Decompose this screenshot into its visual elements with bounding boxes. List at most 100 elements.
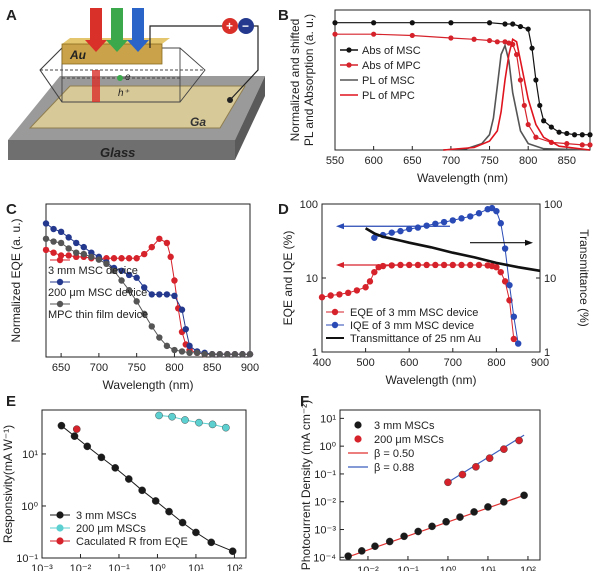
x-tick-label-d: 800: [487, 357, 505, 369]
x-tick-label-b: 750: [480, 155, 498, 167]
data-point-c: [167, 253, 174, 261]
data-point-b: [513, 51, 520, 58]
data-point-c: [186, 349, 193, 357]
x-tick-label-b: 800: [519, 155, 537, 167]
positive-terminal-icon: [222, 18, 238, 34]
data-point-d: [379, 262, 387, 270]
y-tick-label-e: 10⁻¹: [16, 553, 38, 565]
x-tick-label-d: 600: [400, 357, 418, 369]
data-point-e: [70, 432, 79, 440]
data-point-b: [533, 134, 539, 140]
data-point-c: [148, 243, 155, 251]
x-tick-label-f: 10²: [520, 565, 536, 571]
positive-terminal-sign: +: [226, 19, 233, 33]
legend-label-f: β = 0.88: [374, 462, 414, 474]
data-point-f: [472, 463, 480, 471]
data-point-d: [336, 291, 343, 298]
x-tick-label-b: 650: [403, 155, 421, 167]
au-label: Au: [69, 48, 87, 62]
schematic-panel-a: A Glass Ga Au e h⁺: [6, 7, 265, 160]
data-point-c: [80, 243, 87, 251]
chart-b-absorption-pl: 550 600 650 700 750 800 850 Wavelength (nm) Norm…: [288, 9, 593, 185]
glass-substrate-front: [8, 140, 235, 160]
data-point-d: [497, 268, 504, 276]
legend-marker-b: [346, 62, 352, 68]
panel-label-e: E: [6, 393, 16, 410]
data-point-f: [357, 547, 366, 555]
panel-label-d: D: [278, 201, 289, 218]
data-point-c: [156, 235, 163, 242]
data-point-c: [118, 277, 125, 284]
data-point-c: [125, 255, 133, 262]
transmitted-red-beam: [92, 70, 100, 102]
data-point-c: [209, 351, 216, 358]
legend-label-f: 3 mm MSCs: [374, 420, 435, 432]
series-line-b-3: [443, 38, 591, 151]
data-point-c: [182, 325, 189, 333]
data-point-c: [231, 351, 239, 358]
green-light-arrow: [106, 40, 128, 52]
data-point-b: [409, 20, 415, 26]
x-tick-label-c: 800: [165, 362, 183, 374]
y-axis-label-b-line1: Normalized and shifted: [288, 19, 302, 142]
data-point-c: [42, 220, 50, 227]
legend-label-b: Abs of MPC: [362, 60, 421, 72]
data-point-e: [208, 420, 217, 429]
data-point-c: [156, 291, 163, 298]
data-point-d: [515, 340, 522, 347]
data-point-b: [564, 141, 570, 147]
data-point-d: [406, 225, 413, 233]
glass-substrate-side: [235, 76, 265, 160]
data-point-e: [57, 421, 66, 430]
x-axis-label-d: Wavelength (nm): [386, 373, 477, 387]
data-point-c: [110, 255, 118, 262]
data-point-c: [163, 342, 171, 350]
legend-marker-f: [354, 421, 362, 429]
x-axis-label-b: Wavelength (nm): [417, 171, 508, 185]
data-point-f: [344, 552, 352, 560]
data-point-f: [371, 542, 379, 551]
data-point-b: [371, 31, 377, 37]
y-tick-label-d: 10: [306, 273, 318, 285]
data-point-d: [353, 287, 361, 294]
y-axis-label-d: EQE and IQE (%): [281, 231, 295, 326]
data-point-e: [178, 518, 187, 527]
y-tick-label-f: 10⁻⁴: [313, 552, 336, 564]
data-point-b: [521, 102, 527, 109]
data-point-c: [73, 239, 80, 247]
data-point-b: [541, 118, 547, 124]
eqe-axis-arrowhead: [336, 261, 344, 268]
data-point-d: [493, 207, 500, 215]
electron-label: e: [125, 72, 131, 83]
data-point-e: [195, 418, 203, 427]
data-point-c: [141, 310, 148, 318]
data-point-d: [493, 263, 500, 271]
data-point-c: [73, 249, 80, 256]
legend-label-e: 200 μm MSCs: [76, 523, 146, 535]
data-point-e: [155, 411, 163, 420]
data-point-b: [371, 20, 377, 26]
data-point-c: [57, 239, 65, 247]
x-tick-label-e: 10⁰: [149, 563, 166, 571]
data-point-d: [467, 213, 474, 220]
data-point-d: [388, 229, 395, 236]
data-point-c: [224, 351, 231, 358]
data-point-c: [171, 277, 178, 284]
data-point-b: [517, 23, 524, 30]
x-tick-label-c: 650: [52, 362, 70, 374]
data-point-b: [564, 130, 570, 137]
x-tick-label-f: 10⁰: [440, 565, 457, 571]
x-tick-label-f: 10¹: [480, 565, 496, 571]
data-point-b: [502, 21, 508, 27]
x-tick-label-e: 10⁻²: [70, 563, 92, 571]
data-point-d: [327, 292, 334, 299]
red-light-beam: [90, 8, 102, 40]
x-tick-label-c: 750: [127, 362, 145, 374]
data-point-c: [178, 348, 186, 355]
data-point-d: [440, 218, 448, 226]
x-tick-label-b: 550: [326, 155, 344, 167]
data-point-d: [423, 222, 430, 229]
data-point-b: [525, 121, 531, 128]
data-point-d: [510, 335, 518, 343]
